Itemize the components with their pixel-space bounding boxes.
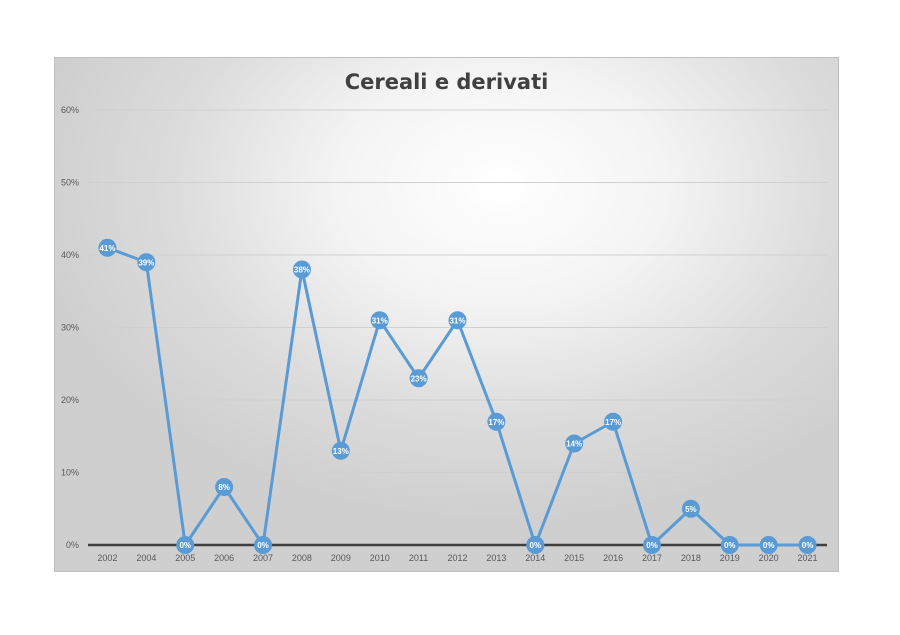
data-point — [448, 311, 467, 330]
x-axis: 2002 2004 2005 2006 2007 2008 2009 2010 2011 2012… — [88, 543, 827, 563]
data-point — [759, 536, 778, 554]
data-point — [487, 412, 506, 431]
y-tick-label: 60% — [61, 105, 79, 115]
y-tick-label: 30% — [61, 323, 79, 333]
chart-title: Cereali e derivati — [344, 70, 549, 94]
data-label: 17% — [605, 418, 621, 427]
x-tick-label: 2015 — [564, 553, 584, 563]
data-label: 5% — [685, 505, 697, 514]
data-label: 14% — [566, 440, 582, 449]
data-point — [331, 441, 350, 460]
data-label: 0% — [802, 541, 814, 550]
series-line — [106, 246, 808, 547]
data-point — [370, 311, 389, 330]
data-label: 0% — [530, 541, 542, 550]
x-tick-label: 2018 — [681, 553, 701, 563]
x-tick-label: 2014 — [525, 553, 545, 563]
y-tick-label: 50% — [61, 178, 79, 188]
data-point — [215, 478, 234, 496]
data-label: 41% — [99, 244, 115, 253]
x-tick-label: 2021 — [798, 553, 818, 563]
x-tick-label: 2012 — [447, 553, 467, 563]
y-tick-label: 10% — [61, 468, 79, 478]
data-label: 8% — [218, 483, 230, 492]
x-tick-label: 2016 — [603, 553, 623, 563]
x-tick-label: 2009 — [331, 553, 351, 563]
y-tick-label: 40% — [61, 250, 79, 260]
data-label: 0% — [724, 541, 736, 550]
chart-area: Cereali e derivati 0% 10% 20% 30% 40% 50% 60% … — [54, 57, 839, 572]
data-point — [409, 369, 428, 388]
data-label: 0% — [646, 541, 658, 550]
x-tick-label: 2013 — [486, 553, 506, 563]
x-tick-label: 2020 — [759, 553, 779, 563]
x-tick-label: 2017 — [642, 553, 662, 563]
data-point — [526, 536, 545, 554]
x-tick-label: 2002 — [97, 553, 117, 563]
x-tick-label: 2011 — [409, 553, 428, 563]
data-label: 0% — [763, 541, 775, 550]
data-point — [604, 412, 623, 431]
x-tick-label: 2004 — [136, 553, 156, 563]
data-point — [292, 260, 311, 279]
y-tick-label: 0% — [66, 540, 79, 550]
data-label: 0% — [179, 541, 191, 550]
data-label: 38% — [294, 266, 310, 275]
data-point — [565, 434, 584, 453]
data-point — [254, 536, 273, 554]
data-label: 31% — [449, 316, 465, 325]
data-label: 23% — [411, 374, 427, 383]
data-label: 0% — [257, 541, 269, 550]
data-point — [642, 536, 661, 554]
data-point — [137, 253, 156, 272]
x-tick-label: 2010 — [370, 553, 390, 563]
x-tick-label: 2007 — [253, 553, 273, 563]
plot-svg: 0%10%20%30%40%50%60% 2002 2004 2005 2006 200… — [61, 105, 827, 563]
x-tick-label: 2006 — [214, 553, 234, 563]
data-label: 17% — [488, 418, 504, 427]
data-point — [681, 499, 700, 518]
y-axis: 0% 10% 20% 30% 40% 50% 60% — [61, 105, 79, 550]
data-point — [98, 238, 117, 257]
x-tick-label: 2019 — [720, 553, 740, 563]
gridlines — [88, 109, 827, 473]
data-label: 39% — [138, 258, 154, 267]
data-point — [176, 536, 195, 554]
data-point — [798, 536, 817, 554]
data-label: 31% — [372, 316, 388, 325]
x-tick-label: 2005 — [175, 553, 195, 563]
series-layer: 41% 39% 0% 8% 0% 38% 13% 31% 23% 31% 17% 0% 14% 17% 0%… — [98, 238, 817, 554]
data-point — [720, 536, 739, 554]
data-label: 13% — [333, 447, 349, 456]
x-tick-label: 2008 — [292, 553, 312, 563]
y-tick-label: 20% — [61, 395, 79, 405]
